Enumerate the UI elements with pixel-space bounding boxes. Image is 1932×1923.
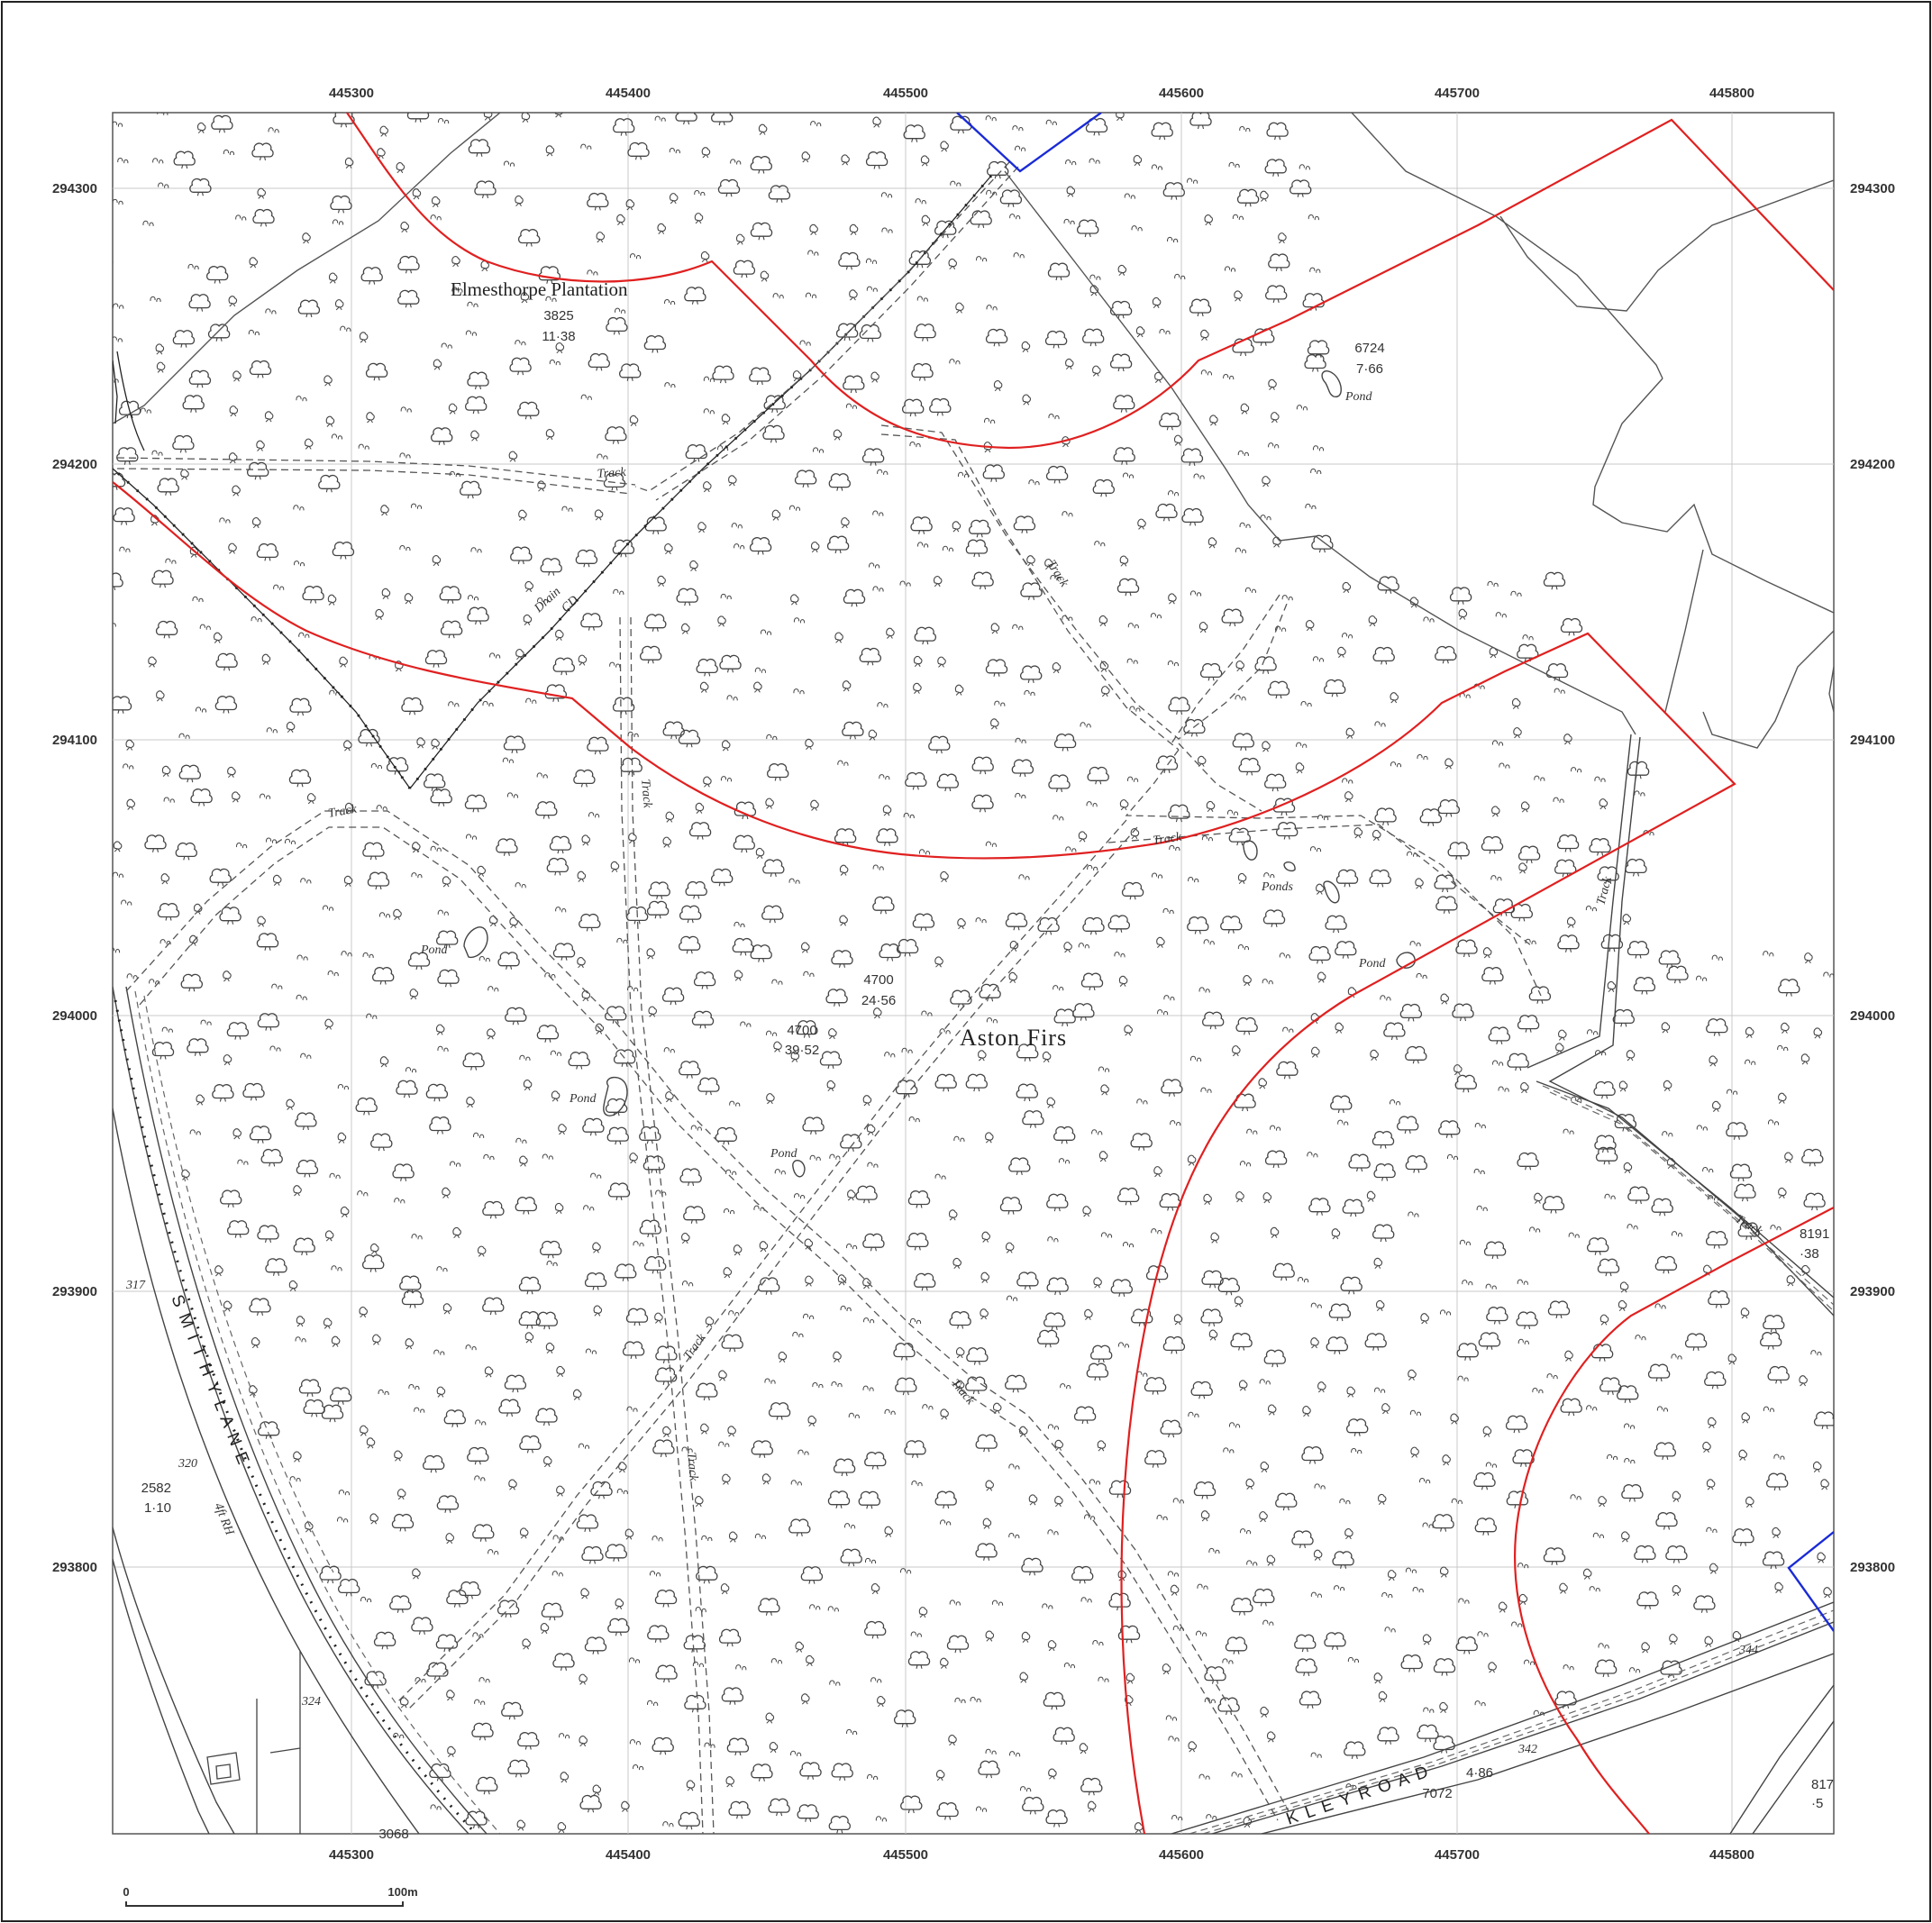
parcel-id: 7072 xyxy=(1422,1786,1452,1801)
easting-label: 445300 xyxy=(329,1847,374,1863)
northing-label: 294200 xyxy=(52,457,97,472)
grid-lines xyxy=(113,113,1834,1834)
smithy-lane xyxy=(113,986,488,1834)
parcel-id: 817 xyxy=(1811,1777,1834,1792)
parcel-id: 3825 xyxy=(543,308,573,324)
parcel-area: ·38 xyxy=(1800,1246,1819,1262)
easting-label: 445600 xyxy=(1159,1847,1204,1863)
map-frame xyxy=(112,112,1835,1835)
northing-label: 293900 xyxy=(52,1284,97,1299)
south-road xyxy=(1171,1601,1834,1834)
pond-label: Pond xyxy=(569,1092,597,1106)
smithy-lane-verge xyxy=(134,990,501,1834)
parcel-id: 4700 xyxy=(863,972,893,988)
easting-label: 445800 xyxy=(1709,1847,1754,1863)
northing-label: 293800 xyxy=(1850,1560,1895,1575)
parcel-id: 8191 xyxy=(1800,1226,1829,1242)
spot-height: 317 xyxy=(125,1279,146,1292)
pond-label: Pond xyxy=(770,1147,798,1161)
parcel-id: 4700 xyxy=(787,1023,816,1038)
easting-label: 445800 xyxy=(1709,86,1754,101)
wood-name: Aston Firs xyxy=(960,1025,1067,1051)
easting-label: 445700 xyxy=(1435,86,1480,101)
grid-labels-bottom: 445300 445400 445500 445600 445700 44580… xyxy=(329,1847,1754,1863)
tracks xyxy=(116,161,1542,1834)
east-road-verge xyxy=(1542,1085,1834,1312)
pond-label: Pond xyxy=(420,943,449,957)
spot-height: 320 xyxy=(178,1457,197,1471)
northing-label: 294000 xyxy=(1850,1008,1895,1024)
parcel-area: 24·56 xyxy=(861,993,896,1008)
scale-end: 100m xyxy=(387,1885,417,1899)
south-road-verge xyxy=(1189,1609,1834,1834)
easting-label: 445500 xyxy=(883,1847,928,1863)
grid-labels-right: 294300 294200 294100 294000 293900 29380… xyxy=(1850,181,1895,1575)
se-road xyxy=(1729,1684,1834,1834)
scale-bar: 0 100m xyxy=(123,1885,418,1907)
easting-label: 445700 xyxy=(1435,1847,1480,1863)
easting-label: 445400 xyxy=(606,86,651,101)
northing-label: 293800 xyxy=(52,1560,97,1575)
parcel-id: 6724 xyxy=(1354,341,1384,356)
track-label: Track xyxy=(1152,831,1182,848)
red-boundaries xyxy=(113,113,1834,1834)
parcel-id: 2582 xyxy=(141,1481,171,1496)
northing-label: 294000 xyxy=(52,1008,97,1024)
northing-label: 294100 xyxy=(1850,733,1895,748)
pond-label: Pond xyxy=(1358,957,1387,971)
northing-label: 294100 xyxy=(52,733,97,748)
easting-label: 445600 xyxy=(1159,86,1204,101)
track-label: Track xyxy=(597,466,627,481)
east-road xyxy=(1526,734,1834,1317)
buildings xyxy=(206,1651,301,1834)
northing-label: 294200 xyxy=(1850,457,1895,472)
parcel-area: 39·52 xyxy=(785,1043,819,1058)
parcel-area: 1·10 xyxy=(144,1500,171,1516)
field-boundaries xyxy=(113,113,1834,749)
grid-labels-left: 294300 294200 294100 294000 293900 29380… xyxy=(52,181,97,1575)
spot-height: 324 xyxy=(301,1695,321,1709)
ponds xyxy=(463,370,1416,1178)
northing-label: 294300 xyxy=(52,181,97,196)
drain-dots xyxy=(113,175,993,789)
grid-labels-top: 445300 445400 445500 445600 445700 44580… xyxy=(329,86,1754,101)
parcel-id: 3068 xyxy=(378,1827,408,1842)
drain-west-side xyxy=(113,351,145,451)
plantation-name: Elmesthorpe Plantation xyxy=(451,278,628,300)
tree-symbol-icon xyxy=(113,257,114,269)
track-label: Track xyxy=(327,802,359,820)
pond-label: Pond xyxy=(1344,390,1373,404)
spot-height: 342 xyxy=(1517,1743,1537,1756)
easting-label: 445300 xyxy=(329,86,374,101)
easting-label: 445500 xyxy=(883,86,928,101)
parcel-area: ·5 xyxy=(1811,1796,1823,1811)
easting-label: 445400 xyxy=(606,1847,651,1863)
northing-label: 294300 xyxy=(1850,181,1895,196)
track-label: Track xyxy=(684,1452,700,1482)
blue-boundaries xyxy=(956,113,1834,1632)
ponds-label: Ponds xyxy=(1261,880,1294,894)
spot-heights: 317 320 324 342 344 xyxy=(125,1279,1758,1756)
parcel-area: 4·86 xyxy=(1466,1765,1493,1781)
map-labels: Elmesthorpe Plantation 3825 11·38 6724 7… xyxy=(141,278,1834,1842)
northing-label: 293900 xyxy=(1850,1284,1895,1299)
track-label: Track xyxy=(638,779,654,809)
parcel-area: 7·66 xyxy=(1356,361,1383,377)
scale-start: 0 xyxy=(123,1885,129,1899)
spot-height: 344 xyxy=(1738,1644,1758,1657)
parcel-area: 11·38 xyxy=(542,329,575,344)
